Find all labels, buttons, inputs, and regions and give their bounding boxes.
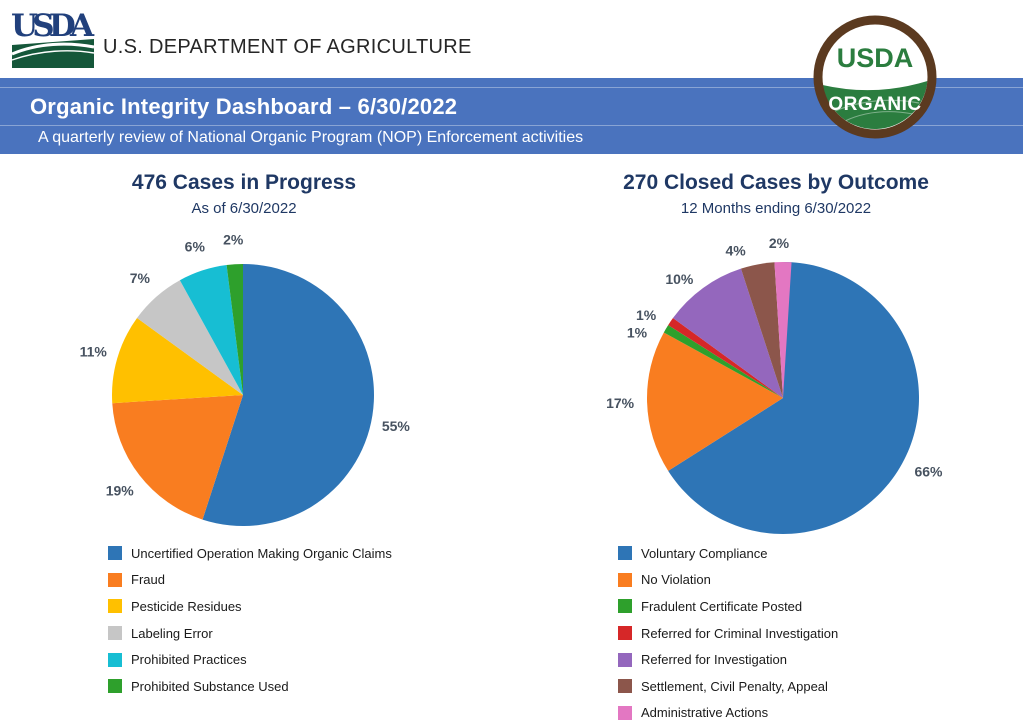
left-chart-header: 476 Cases in Progress As of 6/30/2022: [58, 171, 430, 217]
legend-label: Pesticide Residues: [131, 598, 242, 614]
banner-subtitle: A quarterly review of National Organic P…: [38, 128, 584, 146]
right-chart-subtitle: 12 Months ending 6/30/2022: [680, 200, 872, 217]
legend-item: Uncertified Operation Making Organic Cla…: [108, 540, 392, 567]
legend-item: Fradulent Certificate Posted: [618, 593, 838, 620]
legend-swatch: [108, 626, 122, 641]
legend-item: Prohibited Substance Used: [108, 673, 392, 700]
usda-logo: USDA: [11, 8, 95, 68]
pie-slice-3: [137, 280, 243, 395]
pie-slice-3: [668, 318, 783, 398]
left-chart-title: 476 Cases in Progress: [131, 171, 357, 194]
legend-swatch: [108, 572, 122, 587]
legend-swatch: [618, 679, 632, 694]
legend-swatch: [618, 705, 632, 720]
pie-percent-label: 11%: [80, 343, 108, 359]
left-chart-subtitle: As of 6/30/2022: [191, 200, 297, 217]
legend-label: Prohibited Practices: [131, 652, 247, 668]
legend-swatch: [108, 599, 122, 614]
legend-item: Pesticide Residues: [108, 593, 392, 620]
legend-label: Administrative Actions: [641, 705, 769, 721]
pie-slice-6: [774, 262, 792, 398]
legend-item: Referred for Criminal Investigation: [618, 620, 838, 647]
pie-slice-5: [740, 262, 783, 398]
right-chart-title: 270 Closed Cases by Outcome: [623, 171, 929, 194]
legend-label: Referred for Investigation: [641, 652, 787, 668]
legend-item: Prohibited Practices: [108, 646, 392, 673]
legend-label: Prohibited Substance Used: [131, 678, 289, 694]
closed-cases-pie: 66% 17% 1% 1% 10% 4% 2%: [606, 235, 943, 534]
cases-in-progress-legend: Uncertified Operation Making Organic Cla…: [108, 540, 392, 700]
right-chart-header: 270 Closed Cases by Outcome 12 Months en…: [580, 171, 972, 217]
pie-slice-2: [663, 325, 783, 398]
banner-title: Organic Integrity Dashboard – 6/30/2022: [30, 93, 458, 119]
legend-swatch: [618, 546, 632, 561]
seal-organic-text: ORGANIC: [828, 94, 921, 115]
legend-item: No Violation: [618, 567, 838, 594]
pie-percent-label: 7%: [130, 270, 151, 286]
closed-cases-legend: Voluntary Compliance No Violation Fradulen…: [618, 540, 838, 726]
legend-label: Labeling Error: [131, 625, 213, 641]
legend-item: Fraud: [108, 567, 392, 594]
legend-label: Fraud: [131, 572, 165, 588]
pie-slice-1: [647, 332, 783, 471]
legend-item: Referred for Investigation: [618, 646, 838, 673]
pie-slice-0: [668, 262, 919, 534]
pie-percent-label: 1%: [636, 307, 657, 323]
legend-item: Administrative Actions: [618, 700, 838, 727]
legend-label: Fradulent Certificate Posted: [641, 598, 803, 614]
legend-swatch: [618, 572, 632, 587]
pie-percent-label: 4%: [726, 242, 747, 258]
pie-slice-1: [112, 395, 243, 520]
pie-percent-label: 10%: [665, 271, 694, 287]
pie-slice-4: [179, 265, 243, 395]
pie-percent-label: 17%: [606, 395, 635, 411]
legend-swatch: [618, 626, 632, 641]
department-title: U.S. DEPARTMENT OF AGRICULTURE: [103, 36, 472, 58]
legend-label: Voluntary Compliance: [641, 545, 768, 561]
usda-organic-seal: USDA ORGANIC: [813, 15, 937, 139]
legend-swatch: [108, 679, 122, 694]
pie-slice-4: [672, 268, 783, 398]
legend-label: No Violation: [641, 572, 711, 588]
legend-item: Voluntary Compliance: [618, 540, 838, 567]
pie-percent-label: 2%: [223, 231, 244, 247]
pie-percent-label: 2%: [769, 235, 790, 251]
legend-label: Referred for Criminal Investigation: [641, 625, 839, 641]
pie-slice-5: [226, 264, 243, 395]
usda-logo-text: USDA: [11, 8, 95, 44]
legend-label: Uncertified Operation Making Organic Cla…: [131, 545, 392, 561]
pie-percent-label: 66%: [914, 463, 943, 479]
pie-percent-label: 55%: [382, 418, 411, 434]
seal-usda-text: USDA: [837, 43, 914, 73]
legend-swatch: [108, 652, 122, 667]
legend-swatch: [618, 599, 632, 614]
pie-percent-label: 1%: [627, 325, 648, 341]
legend-swatch: [618, 652, 632, 667]
pie-slice-0: [202, 264, 374, 526]
legend-item: Labeling Error: [108, 620, 392, 647]
legend-swatch: [108, 546, 122, 561]
pie-slice-2: [112, 318, 243, 404]
legend-label: Settlement, Civil Penalty, Appeal: [641, 678, 828, 694]
cases-in-progress-pie: 55% 19% 11% 7% 6% 2%: [80, 231, 411, 526]
pie-percent-label: 19%: [106, 483, 135, 499]
banner-top-strip: [0, 78, 1023, 88]
legend-item: Settlement, Civil Penalty, Appeal: [618, 673, 838, 700]
pie-percent-label: 6%: [185, 239, 206, 255]
